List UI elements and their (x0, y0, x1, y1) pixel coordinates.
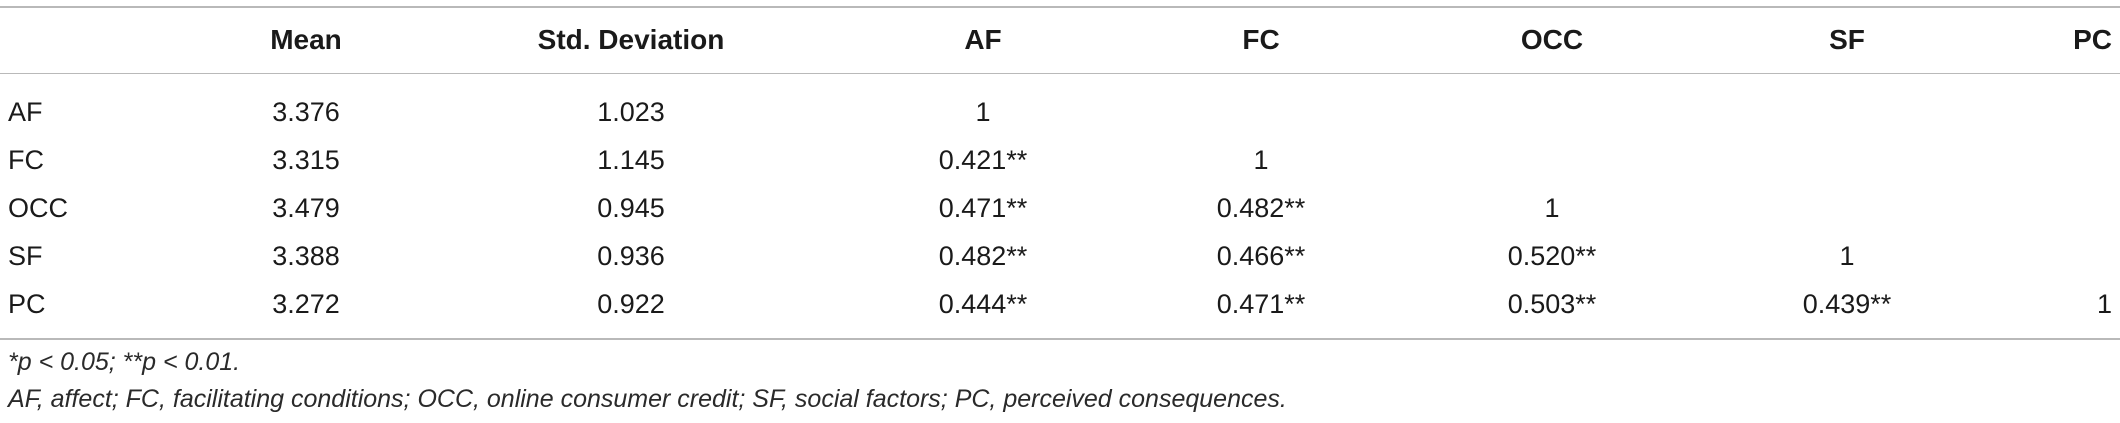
table-row: OCC 3.479 0.945 0.471** 0.482** 1 (0, 184, 2120, 232)
table-cell: 0.482** (938, 241, 1028, 271)
table-bottom-rule (0, 338, 2120, 340)
header-cell-pc: PC (2073, 24, 2112, 55)
table-cell: 0.444** (938, 289, 1028, 319)
row-label: OCC (8, 193, 68, 223)
table-row: SF 3.388 0.936 0.482** 0.466** 0.520** 1 (0, 232, 2120, 280)
header-cell-mean: Mean (270, 24, 342, 55)
footnote-significance: *p < 0.05; **p < 0.01. (8, 348, 241, 376)
table-cell: 3.376 (272, 97, 340, 127)
table-cell: 3.272 (272, 289, 340, 319)
table-cell: 0.439** (1802, 289, 1892, 319)
row-label: SF (8, 241, 43, 271)
table-cell: 0.936 (597, 241, 665, 271)
table-cell: 0.922 (597, 289, 665, 319)
table-row: AF 3.376 1.023 1 (0, 88, 2120, 136)
table-cell: 1 (1253, 145, 1269, 175)
table-cell: 0.466** (1216, 241, 1306, 271)
row-label: FC (8, 145, 44, 175)
table-cell: 1 (1544, 193, 1560, 223)
row-label: AF (8, 97, 43, 127)
table-cell: 3.479 (272, 193, 340, 223)
table-header-rule (0, 73, 2120, 74)
header-cell-std-deviation: Std. Deviation (537, 24, 725, 55)
header-cell-sf: SF (1829, 24, 1865, 55)
table-cell: 0.503** (1507, 289, 1597, 319)
table-cell: 1 (1839, 241, 1855, 271)
table-cell: 0.421** (938, 145, 1028, 175)
table-cell: 0.471** (1216, 289, 1306, 319)
row-label: PC (8, 289, 46, 319)
table-cell: 1 (975, 97, 991, 127)
table-cell: 0.520** (1507, 241, 1597, 271)
header-cell-fc: FC (1242, 24, 1280, 55)
table-cell: 0.471** (938, 193, 1028, 223)
table-cell: 1.023 (597, 97, 665, 127)
table-row: PC 3.272 0.922 0.444** 0.471** 0.503** 0… (0, 280, 2120, 328)
table-header-row: Mean Std. Deviation AF FC OCC SF PC (0, 16, 2120, 64)
table-cell: 1 (2096, 289, 2112, 319)
footnote-abbreviations: AF, affect; FC, facilitating conditions;… (8, 385, 1287, 413)
header-cell-af: AF (964, 24, 1002, 55)
table-cell: 0.945 (597, 193, 665, 223)
table-cell: 3.388 (272, 241, 340, 271)
table-top-rule (0, 6, 2120, 8)
table-cell: 1.145 (597, 145, 665, 175)
header-cell-occ: OCC (1520, 24, 1584, 55)
table-row: FC 3.315 1.145 0.421** 1 (0, 136, 2120, 184)
table-cell: 3.315 (272, 145, 340, 175)
table-cell: 0.482** (1216, 193, 1306, 223)
